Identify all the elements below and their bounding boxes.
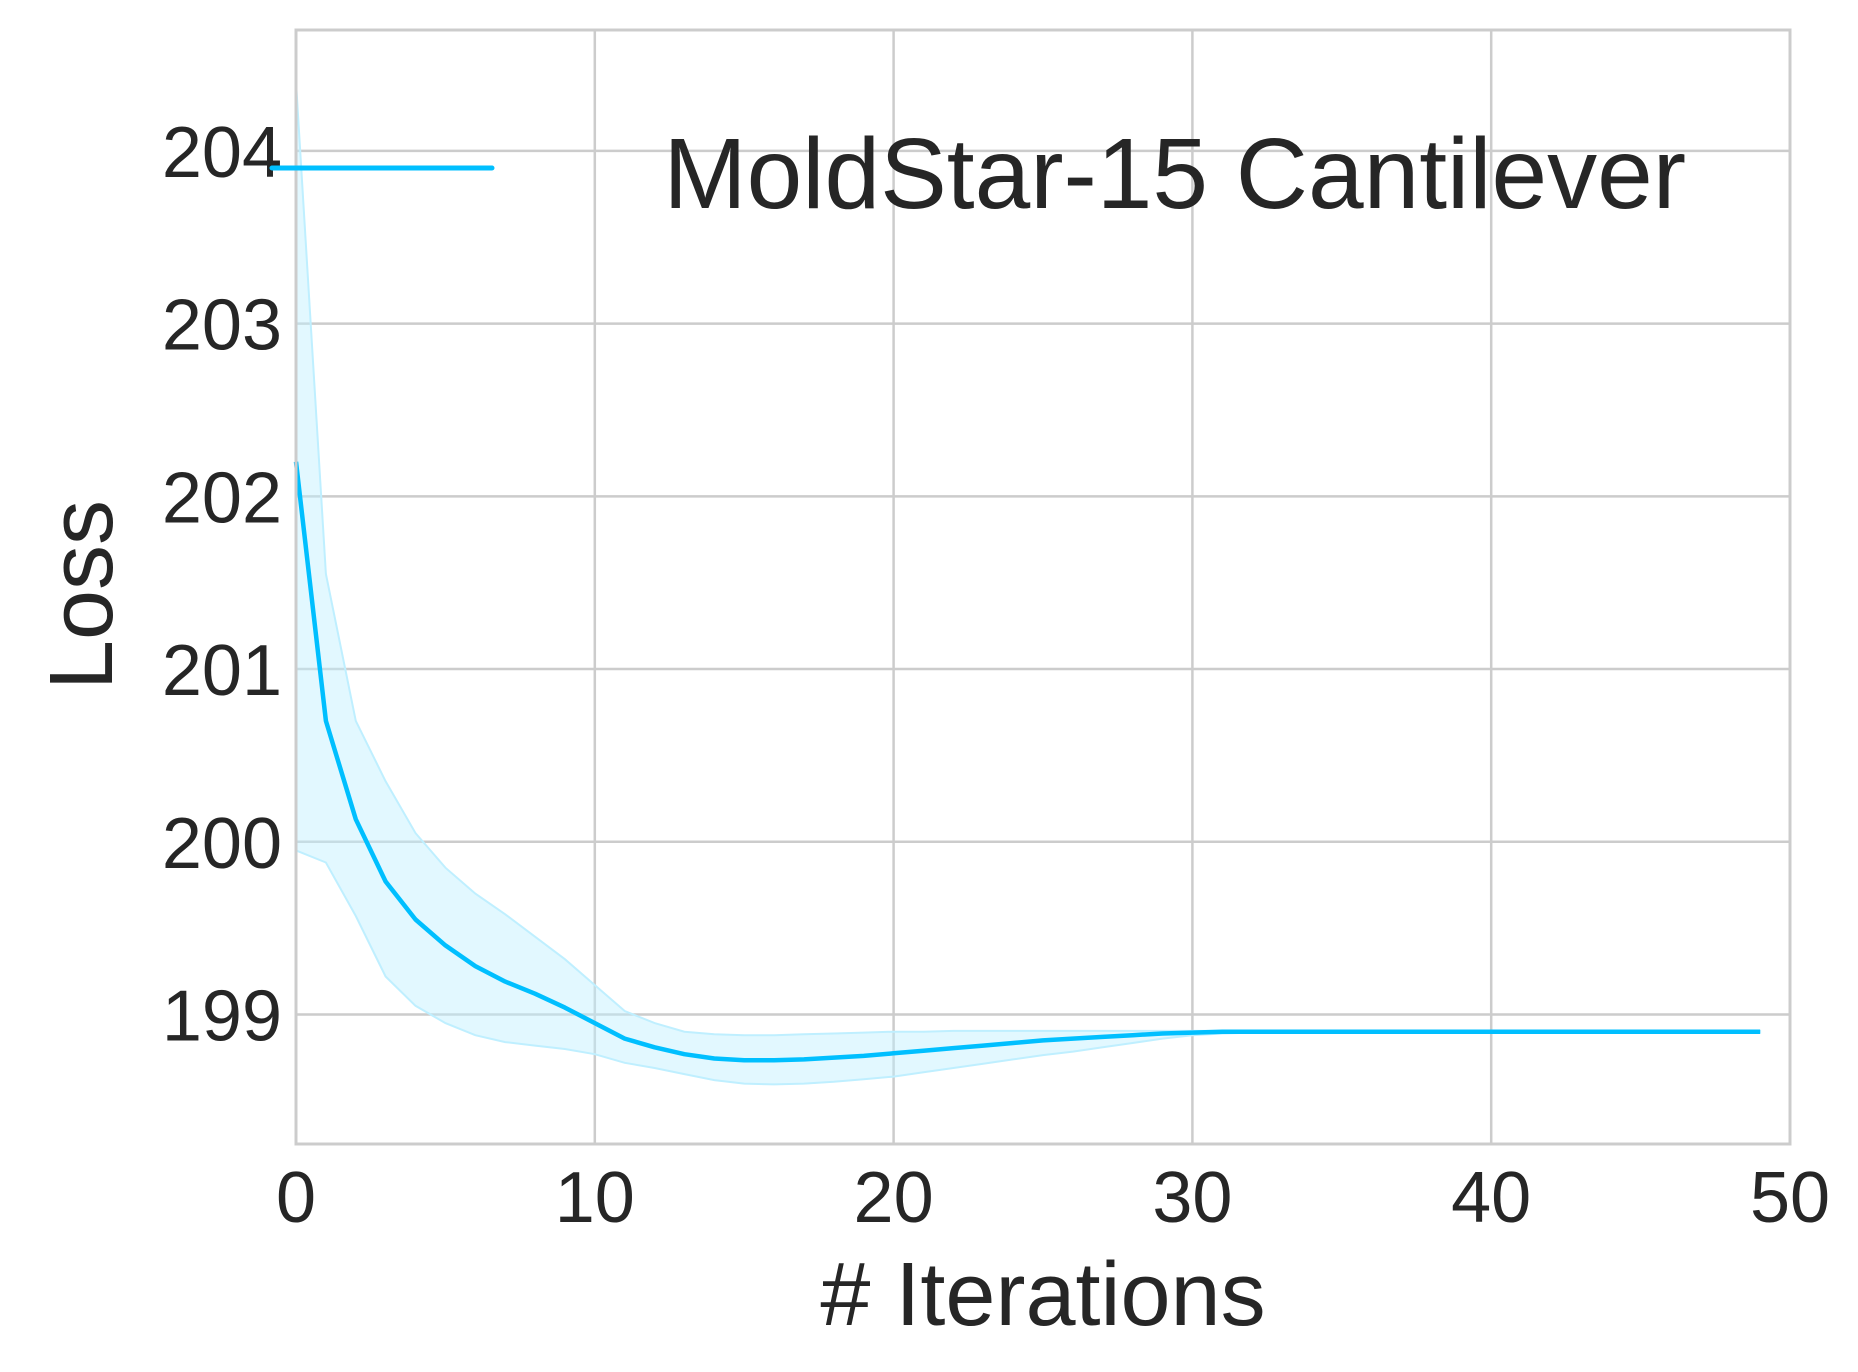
y-tick-labels: 199 200 201 202 203 204 — [162, 113, 282, 1057]
y-tick-label: 203 — [162, 286, 282, 366]
y-tick-label: 199 — [162, 976, 282, 1056]
x-axis-title: # Iterations — [820, 1245, 1265, 1345]
x-tick-label: 30 — [1152, 1158, 1232, 1238]
y-tick-label: 201 — [162, 631, 282, 711]
legend: MoldStar-15 Cantilever — [269, 118, 1686, 230]
y-tick-label: 204 — [162, 113, 282, 193]
series-line — [293, 461, 1761, 1063]
confidence-band-layer — [295, 81, 1762, 1086]
x-tick-labels: 0 10 20 30 40 50 — [276, 1158, 1830, 1238]
y-axis-title: Loss — [32, 500, 132, 690]
confidence-band — [295, 81, 1762, 1086]
x-tick-label: 40 — [1451, 1158, 1531, 1238]
series-line-layer — [293, 461, 1761, 1063]
x-tick-label: 0 — [276, 1158, 316, 1238]
y-tick-label: 200 — [162, 804, 282, 884]
x-tick-label: 20 — [854, 1158, 934, 1238]
plot-frame — [294, 28, 1792, 1146]
legend-label: MoldStar-15 Cantilever — [663, 118, 1686, 230]
x-tick-label: 50 — [1750, 1158, 1830, 1238]
y-tick-label: 202 — [162, 458, 282, 538]
x-tick-label: 10 — [555, 1158, 635, 1238]
